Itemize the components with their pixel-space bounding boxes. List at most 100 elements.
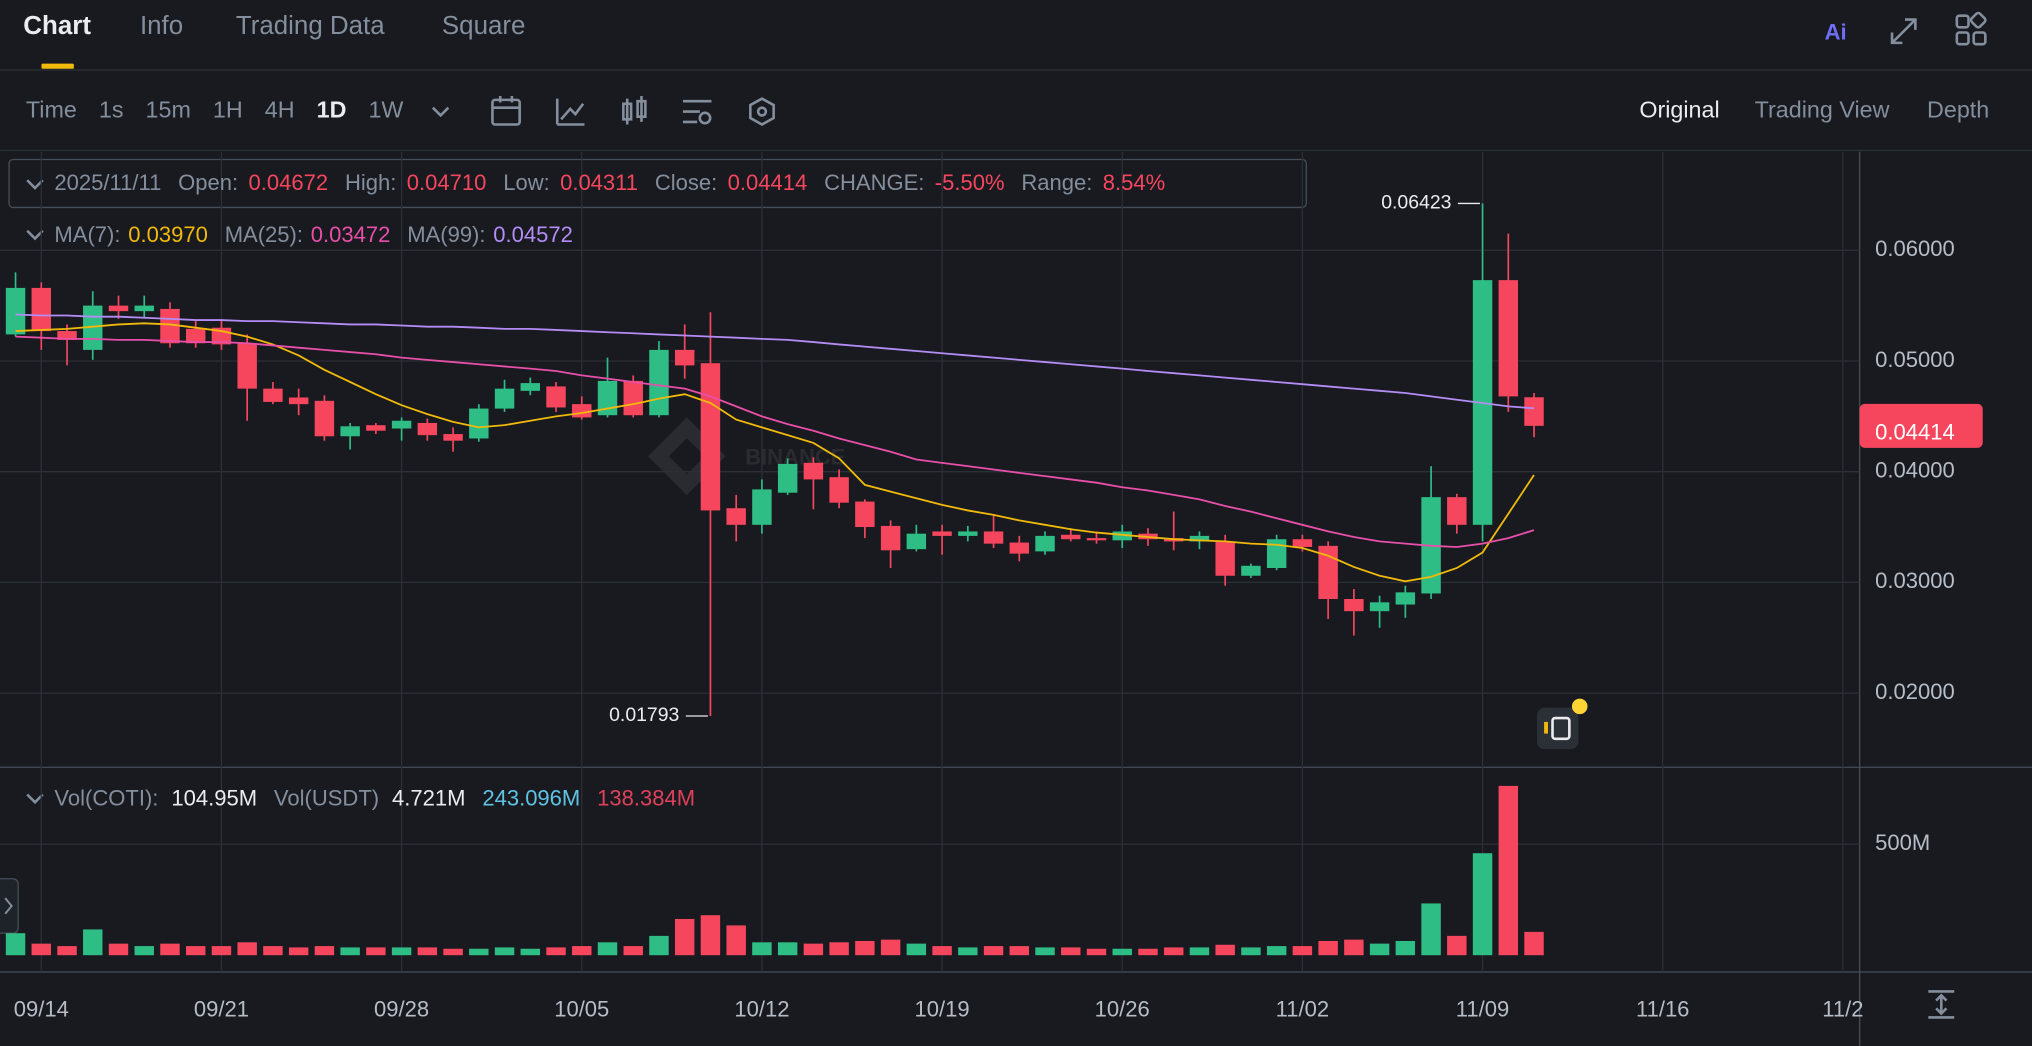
expand-icon[interactable] — [1890, 18, 1917, 45]
candle-body — [340, 426, 360, 437]
candle-body — [31, 287, 52, 332]
view-option[interactable]: Trading View — [1755, 97, 1890, 123]
x-tick-label: 11/16 — [1636, 997, 1689, 1022]
notes-button[interactable] — [1536, 698, 1588, 750]
volume-bar — [237, 942, 257, 956]
candle-body — [1524, 397, 1544, 426]
tab[interactable]: Chart — [23, 12, 91, 40]
x-tick-label: 10/26 — [1095, 997, 1150, 1022]
volume-bar — [674, 918, 695, 956]
candle-body — [958, 531, 978, 536]
ma-legend-value: 0.04572 — [493, 222, 573, 247]
volume-bar — [1138, 948, 1158, 956]
volume-bar — [391, 947, 412, 956]
ma-legend-value: 0.03970 — [128, 222, 208, 247]
candle-body — [366, 425, 386, 431]
candle-body — [134, 305, 154, 312]
interval[interactable]: Time — [26, 97, 77, 123]
volume-bar — [1061, 947, 1081, 956]
tab[interactable]: Trading Data — [236, 12, 385, 40]
collapse-icon[interactable] — [26, 179, 44, 190]
y-tick-label: 0.05000 — [1875, 347, 1955, 372]
volume-bar — [57, 946, 77, 956]
candle-body — [1498, 280, 1519, 397]
scale-icon[interactable] — [1928, 990, 1955, 1019]
interval[interactable]: 4H — [265, 97, 295, 123]
x-tick-label: 09/14 — [14, 997, 69, 1022]
legend-value: 0.04414 — [728, 170, 808, 195]
candle-body — [572, 404, 592, 418]
candle-body — [391, 420, 412, 429]
candle-icon[interactable] — [622, 95, 647, 125]
vol-legend-value: 138.384M — [597, 785, 695, 810]
dropdown-icon[interactable] — [431, 106, 450, 118]
candle-body — [777, 463, 798, 493]
volume-bar — [314, 946, 335, 956]
candle-body — [1009, 542, 1030, 554]
candle-body — [263, 388, 283, 402]
ai-button[interactable]: Ai — [1825, 20, 1847, 45]
candle-body — [829, 477, 849, 503]
candle-body — [108, 305, 129, 312]
legend-value: 0.04710 — [407, 170, 487, 195]
x-tick-label: 09/28 — [374, 997, 429, 1022]
interval[interactable]: 15m — [146, 97, 191, 123]
calendar-icon[interactable] — [491, 95, 521, 126]
layout-icon[interactable] — [1955, 11, 1987, 46]
volume-bar — [1395, 940, 1416, 956]
volume-bar — [1215, 944, 1235, 956]
candle-body — [5, 287, 26, 335]
volume-bar — [1421, 903, 1441, 956]
legend-label: CHANGE: — [824, 170, 924, 195]
last-price-label: 0.04414 — [1875, 419, 1955, 444]
legend-value: 8.54% — [1103, 170, 1165, 195]
template-icon[interactable] — [749, 97, 775, 126]
volume-bar — [1086, 948, 1107, 956]
candle-body — [1266, 539, 1287, 568]
interval[interactable]: 1W — [368, 97, 403, 123]
ma-legend-label: MA(7): — [54, 222, 120, 247]
volume-bar — [803, 943, 824, 956]
x-tick-label: 11/09 — [1456, 997, 1509, 1022]
candle-body — [443, 434, 463, 441]
volume-bar — [700, 915, 721, 956]
candle-body — [1112, 531, 1132, 541]
indicator-icon[interactable] — [555, 98, 585, 126]
volume-bar — [108, 943, 129, 956]
candle-body — [57, 331, 77, 340]
interval[interactable]: 1D — [317, 97, 347, 123]
candle-body — [1292, 539, 1313, 547]
tab[interactable]: Square — [442, 12, 526, 40]
ma-line — [15, 313, 1535, 410]
view-option[interactable]: Depth — [1927, 97, 1989, 123]
volume-bar — [417, 947, 438, 956]
collapse-icon[interactable] — [26, 229, 44, 241]
volume-bar — [855, 940, 875, 956]
legend-label: High: — [345, 170, 396, 195]
interval[interactable]: 1H — [213, 97, 243, 123]
volume-bar — [546, 947, 566, 956]
plot-area — [0, 151, 1860, 973]
interval[interactable]: 1s — [99, 97, 124, 123]
volume-bar — [494, 947, 515, 956]
volume-bar — [623, 946, 643, 956]
volume-bar — [1009, 946, 1030, 956]
settings-icon[interactable] — [682, 99, 712, 124]
volume-bar — [1472, 853, 1493, 956]
tab[interactable]: Info — [140, 12, 183, 40]
candle-body — [932, 531, 952, 536]
volume-bar — [906, 943, 927, 956]
side-toggle[interactable] — [0, 878, 19, 934]
volume-bar — [1035, 947, 1055, 956]
x-tick-label: 10/05 — [554, 997, 609, 1022]
candle-body — [649, 349, 669, 416]
view-option[interactable]: Original — [1639, 97, 1719, 123]
candle-body — [674, 349, 695, 366]
candle-body — [1344, 598, 1364, 612]
candle-body — [1241, 565, 1261, 576]
collapse-icon[interactable] — [26, 793, 44, 805]
extreme-label: 0.06423 — [1381, 192, 1451, 214]
vol-legend-value: 4.721M — [392, 785, 465, 810]
candle-body — [314, 400, 335, 437]
